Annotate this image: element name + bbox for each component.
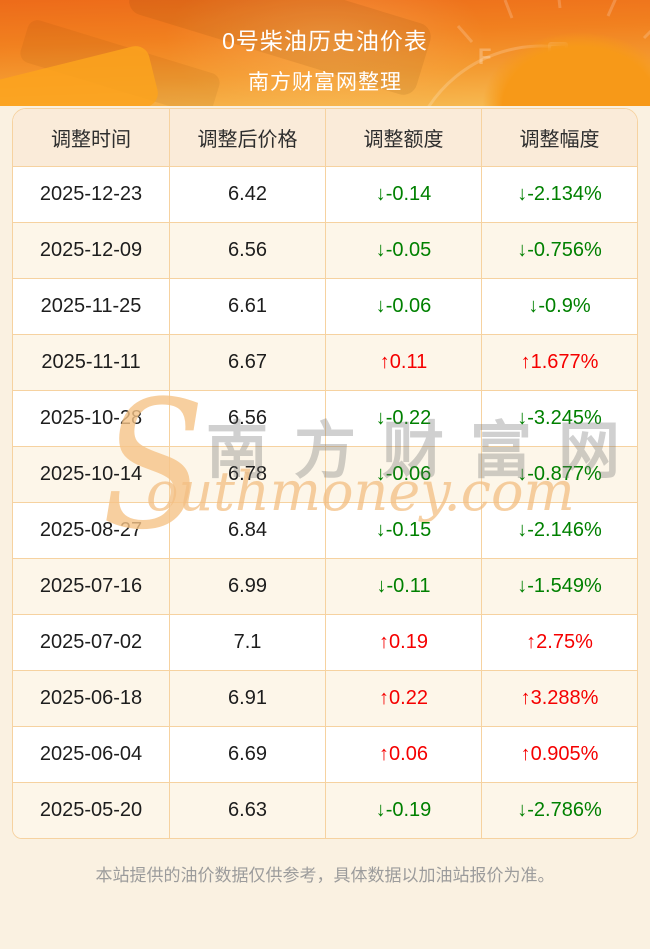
date-cell: 2025-11-25 [13, 278, 169, 334]
table-row: 2025-05-20 6.63 ↓-0.19 ↓-2.786% [13, 782, 637, 838]
change-cell: ↑0.19 [325, 614, 481, 670]
change-cell: ↓-0.19 [325, 782, 481, 838]
date-cell: 2025-12-23 [13, 166, 169, 222]
date-cell: 2025-10-28 [13, 390, 169, 446]
price-cell: 6.42 [169, 166, 325, 222]
price-cell: 6.69 [169, 726, 325, 782]
date-cell: 2025-08-27 [13, 502, 169, 558]
change-cell: ↓-0.06 [325, 446, 481, 502]
price-table-container: 调整时间 调整后价格 调整额度 调整幅度 2025-12-23 6.42 ↓-0.1… [12, 108, 638, 839]
price-cell: 6.56 [169, 222, 325, 278]
percent-cell: ↓-3.245% [481, 390, 637, 446]
banner-glow-decor [162, 0, 488, 106]
price-table: 调整时间 调整后价格 调整额度 调整幅度 2025-12-23 6.42 ↓-0.1… [13, 109, 637, 838]
price-cell: 7.1 [169, 614, 325, 670]
percent-cell: ↓-0.877% [481, 446, 637, 502]
change-cell: ↑0.11 [325, 334, 481, 390]
date-cell: 2025-07-02 [13, 614, 169, 670]
price-cell: 6.56 [169, 390, 325, 446]
price-cell: 6.84 [169, 502, 325, 558]
table-row: 2025-11-11 6.67 ↑0.11 ↑1.677% [13, 334, 637, 390]
price-cell: 6.61 [169, 278, 325, 334]
date-cell: 2025-05-20 [13, 782, 169, 838]
price-cell: 6.99 [169, 558, 325, 614]
percent-cell: ↓-2.134% [481, 166, 637, 222]
table-row: 2025-12-09 6.56 ↓-0.05 ↓-0.756% [13, 222, 637, 278]
percent-cell: ↓-1.549% [481, 558, 637, 614]
change-cell: ↓-0.05 [325, 222, 481, 278]
date-cell: 2025-06-18 [13, 670, 169, 726]
column-header-adjust-amount: 调整额度 [325, 109, 481, 166]
date-cell: 2025-12-09 [13, 222, 169, 278]
change-cell: ↑0.22 [325, 670, 481, 726]
percent-cell: ↓-0.9% [481, 278, 637, 334]
date-cell: 2025-06-04 [13, 726, 169, 782]
table-row: 2025-10-14 6.78 ↓-0.06 ↓-0.877% [13, 446, 637, 502]
column-header-price-after: 调整后价格 [169, 109, 325, 166]
change-cell: ↓-0.15 [325, 502, 481, 558]
date-cell: 2025-11-11 [13, 334, 169, 390]
percent-cell: ↑2.75% [481, 614, 637, 670]
price-cell: 6.78 [169, 446, 325, 502]
price-cell: 6.91 [169, 670, 325, 726]
table-row: 2025-06-18 6.91 ↑0.22 ↑3.288% [13, 670, 637, 726]
table-row: 2025-06-04 6.69 ↑0.06 ↑0.905% [13, 726, 637, 782]
footer-disclaimer: 本站提供的油价数据仅供参考，具体数据以加油站报价为准。 [95, 866, 555, 885]
footer: 本站提供的油价数据仅供参考，具体数据以加油站报价为准。 [70, 859, 580, 893]
percent-cell: ↓-0.756% [481, 222, 637, 278]
percent-cell: ↓-2.146% [481, 502, 637, 558]
price-cell: 6.63 [169, 782, 325, 838]
change-cell: ↑0.06 [325, 726, 481, 782]
date-cell: 2025-07-16 [13, 558, 169, 614]
table-row: 2025-07-02 7.1 ↑0.19 ↑2.75% [13, 614, 637, 670]
price-table-body: 2025-12-23 6.42 ↓-0.14 ↓-2.134% 2025-12-09 6.… [13, 166, 637, 838]
table-row: 2025-11-25 6.61 ↓-0.06 ↓-0.9% [13, 278, 637, 334]
percent-cell: ↓-2.786% [481, 782, 637, 838]
table-row: 2025-08-27 6.84 ↓-0.15 ↓-2.146% [13, 502, 637, 558]
column-header-adjust-time: 调整时间 [13, 109, 169, 166]
percent-cell: ↑1.677% [481, 334, 637, 390]
price-cell: 6.67 [169, 334, 325, 390]
table-row: 2025-07-16 6.99 ↓-0.11 ↓-1.549% [13, 558, 637, 614]
page-title: 0号柴油历史油价表 [222, 28, 428, 54]
table-header-row: 调整时间 调整后价格 调整额度 调整幅度 [13, 109, 637, 166]
change-cell: ↓-0.22 [325, 390, 481, 446]
change-cell: ↓-0.11 [325, 558, 481, 614]
percent-cell: ↑3.288% [481, 670, 637, 726]
column-header-adjust-percent: 调整幅度 [481, 109, 637, 166]
table-row: 2025-12-23 6.42 ↓-0.14 ↓-2.134% [13, 166, 637, 222]
date-cell: 2025-10-14 [13, 446, 169, 502]
percent-cell: ↑0.905% [481, 726, 637, 782]
change-cell: ↓-0.14 [325, 166, 481, 222]
banner-blob-decor [455, 11, 650, 106]
header-banner: F 0号柴油历史油价表 南方财富网整理 [0, 0, 650, 106]
table-row: 2025-10-28 6.56 ↓-0.22 ↓-3.245% [13, 390, 637, 446]
change-cell: ↓-0.06 [325, 278, 481, 334]
page-subtitle: 南方财富网整理 [248, 71, 402, 94]
